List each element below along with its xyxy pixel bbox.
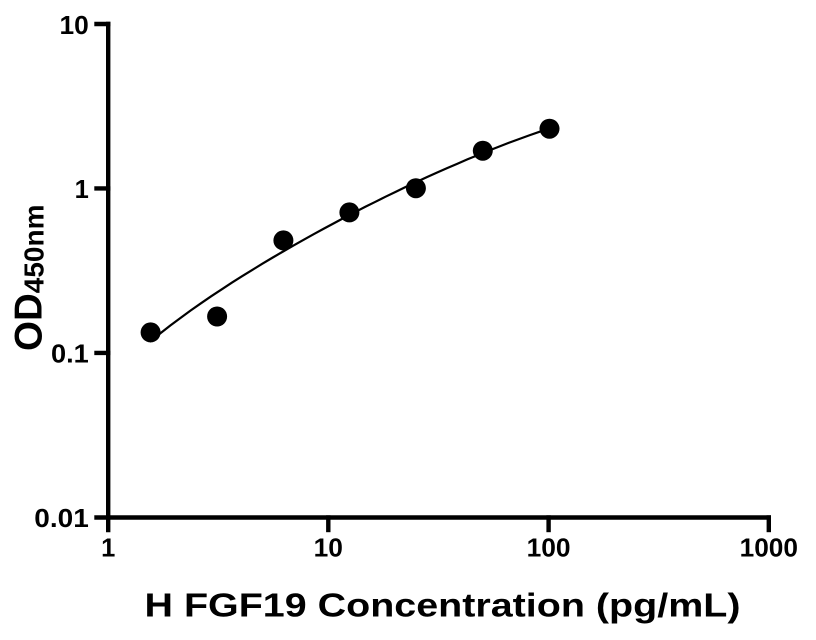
- svg-text:10: 10: [60, 12, 89, 40]
- svg-text:OD450nm: OD450nm: [8, 205, 51, 351]
- svg-text:0.1: 0.1: [51, 341, 89, 369]
- svg-text:1: 1: [75, 176, 89, 204]
- svg-text:0.01: 0.01: [34, 505, 89, 533]
- svg-text:1000: 1000: [740, 534, 798, 562]
- svg-text:100: 100: [527, 534, 571, 562]
- svg-text:1: 1: [101, 534, 115, 562]
- svg-text:10: 10: [314, 534, 343, 562]
- svg-text:H FGF19 Concentration (pg/mL): H FGF19 Concentration (pg/mL): [145, 586, 741, 623]
